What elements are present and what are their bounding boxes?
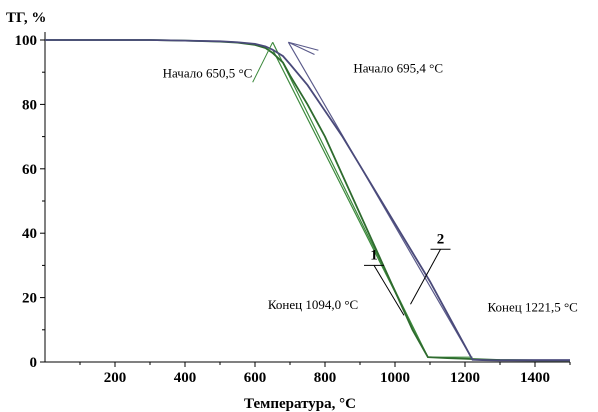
annotation-start2: Начало 695,4 °С [353, 60, 443, 75]
axes: 200 400 600 800 1000 1200 1400 0 20 40 60 80 100 [15, 32, 571, 386]
y-tick-label: 20 [22, 291, 37, 307]
annotation-end2: Конец 1221,5 °С [488, 300, 578, 315]
series-line-2 [45, 39, 570, 362]
x-tick-label: 400 [174, 370, 197, 386]
y-tick-label: 80 [22, 97, 37, 113]
data-series [45, 39, 570, 362]
x-tick-label: 200 [104, 370, 127, 386]
annotations: Начало 650,5 °С Начало 695,4 °С Конец 1094… [163, 41, 578, 316]
x-tick-label: 1000 [380, 370, 410, 386]
y-tick-label: 100 [15, 33, 38, 49]
x-axis-title: Температура, °C [244, 396, 356, 412]
x-tick-label: 800 [314, 370, 337, 386]
y-tick-label: 60 [22, 162, 37, 178]
y-tick-label: 40 [22, 226, 37, 242]
curve-label-leader [410, 249, 441, 305]
x-tick-label: 1400 [520, 370, 550, 386]
annotation-start1: Начало 650,5 °С [163, 65, 253, 80]
tangent-line [288, 41, 315, 56]
curve-label-leader [373, 265, 405, 316]
x-tick-label: 600 [244, 370, 267, 386]
y-tick-label: 0 [30, 355, 38, 371]
curve-label-1: 1 [370, 247, 378, 263]
annotation-pointer [288, 41, 319, 51]
x-tick-label: 1200 [450, 370, 480, 386]
y-axis-title: ТГ, % [6, 10, 46, 26]
curve-label-2: 2 [437, 231, 445, 247]
annotation-end1: Конец 1094,0 °С [268, 297, 358, 312]
annotation-pointer [252, 42, 274, 83]
